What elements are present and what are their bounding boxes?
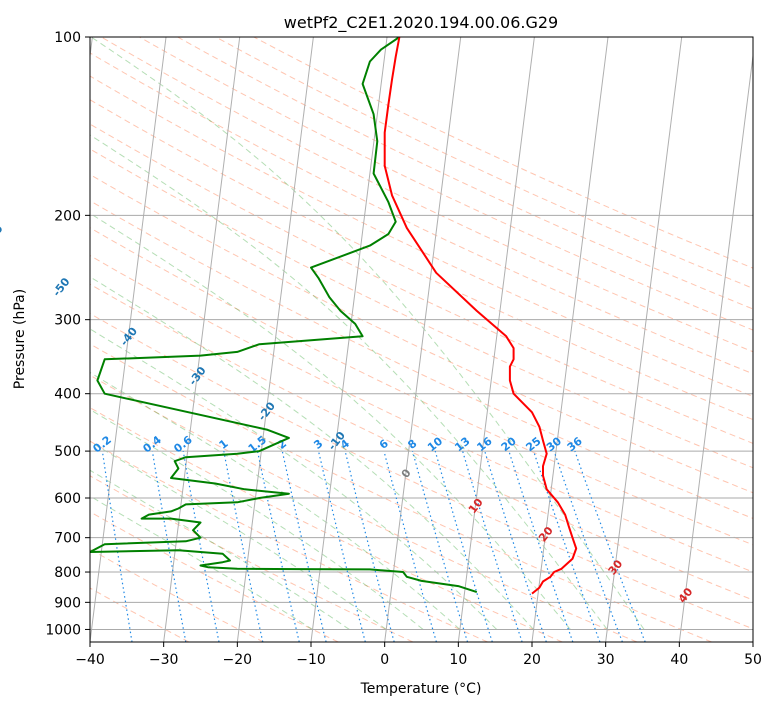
dry-adiabat: [90, 254, 753, 573]
mixing-ratio-label: 0.6: [171, 433, 195, 455]
isotherm-line: [605, 37, 683, 642]
isotherm-label: -20: [256, 399, 279, 423]
y-tick-label: 700: [54, 531, 81, 547]
isotherm-line: [236, 37, 314, 642]
dry-adiabat: [90, 312, 753, 630]
mixing-ratio-line: [151, 451, 187, 642]
mixing-ratio-line: [574, 450, 646, 642]
dry-adiabat: [90, 407, 563, 642]
x-tick-label: −20: [223, 652, 253, 668]
x-tick-label: 50: [744, 652, 762, 668]
dry-adiabat: [90, 227, 753, 546]
x-tick-label: 30: [597, 652, 615, 668]
y-tick-label: 400: [54, 387, 81, 403]
moist-adiabat: [90, 212, 571, 630]
mixing-ratio-line: [553, 450, 623, 642]
dry-adiabat: [90, 475, 414, 642]
isotherm-line: [752, 637, 753, 642]
mixing-ratio-line: [484, 450, 547, 642]
y-tick-label: 1000: [45, 622, 81, 638]
y-tick-label: 100: [54, 30, 81, 46]
dry-adiabat: [90, 123, 753, 444]
y-tick-label: 500: [54, 444, 81, 460]
moist-adiabat: [90, 495, 313, 630]
isotherm-label: 30: [606, 557, 626, 577]
dry-adiabat: [101, 37, 753, 353]
mixing-ratio-label: 6: [377, 437, 391, 452]
x-axis-label: Temperature (°C): [360, 681, 482, 697]
isotherm-line: [90, 37, 167, 642]
isotherm-line: [384, 37, 462, 642]
moist-adiabat: [90, 37, 645, 630]
x-tick-label: −40: [75, 652, 105, 668]
x-tick-label: 10: [449, 652, 467, 668]
dry-adiabat: [90, 440, 488, 642]
dry-adiabat: [215, 37, 753, 289]
isotherm-line: [310, 37, 388, 642]
dry-adiabat: [90, 200, 753, 519]
dry-adiabat: [139, 37, 753, 331]
dewpoint-profile-line: [90, 37, 478, 594]
y-tick-label: 200: [54, 208, 81, 224]
x-tick-label: 40: [670, 652, 688, 668]
dry-adiabat: [177, 37, 753, 310]
dry-adiabat: [90, 283, 753, 601]
moist-adiabat: [90, 328, 498, 630]
mixing-ratio-line: [383, 450, 437, 642]
isotherm-label: -40: [118, 324, 141, 348]
plot-frame: [89, 36, 754, 643]
moist-adiabat: [90, 469, 350, 630]
isotherm-line: [678, 51, 753, 642]
isotherm-line: [457, 37, 535, 642]
moist-adiabat: [90, 441, 387, 630]
isotherm-label: -60: [0, 222, 6, 246]
dry-adiabat: [90, 548, 264, 642]
mixing-ratio-line: [317, 450, 366, 642]
dry-adiabat: [90, 343, 712, 642]
chart-title: wetPf2_C2E1.2020.194.00.06.G29: [284, 13, 558, 33]
y-tick-label: 900: [54, 595, 81, 611]
x-tick-label: −30: [149, 652, 179, 668]
mixing-ratio-line: [101, 451, 133, 642]
mixing-ratio-line: [462, 450, 523, 642]
y-axis-label: Pressure (hPa): [12, 289, 28, 389]
y-tick-label: 800: [54, 565, 81, 581]
mixing-ratio-line: [223, 450, 264, 642]
mixing-ratio-line: [256, 450, 300, 642]
mixing-ratio-label: 1: [217, 437, 231, 452]
mixing-ratio-label: 0.2: [91, 433, 114, 455]
y-tick-label: 600: [54, 491, 81, 507]
mixing-ratio-line: [434, 450, 493, 642]
mixing-ratio-line: [344, 450, 395, 642]
dry-adiabat: [90, 374, 638, 642]
moist-adiabat: [90, 276, 534, 630]
mixing-ratio-label: 0.4: [141, 433, 165, 455]
moist-adiabat: [90, 134, 608, 630]
isotherm-label: -50: [50, 275, 73, 299]
temperature-profile-line: [383, 37, 578, 595]
isotherm-label: -30: [186, 364, 209, 388]
mixing-ratio-line: [411, 450, 469, 642]
x-tick-label: −10: [296, 652, 326, 668]
mixing-ratio-line: [281, 450, 327, 642]
dry-adiabat: [90, 52, 753, 375]
dry-adiabat: [90, 99, 753, 421]
x-tick-label: 20: [523, 652, 541, 668]
x-tick-label: 0: [380, 652, 389, 668]
y-tick-label: 300: [54, 313, 81, 329]
mixing-ratio-label: 3: [311, 437, 325, 452]
dry-adiabat: [90, 511, 339, 642]
isotherm-line: [531, 37, 609, 642]
